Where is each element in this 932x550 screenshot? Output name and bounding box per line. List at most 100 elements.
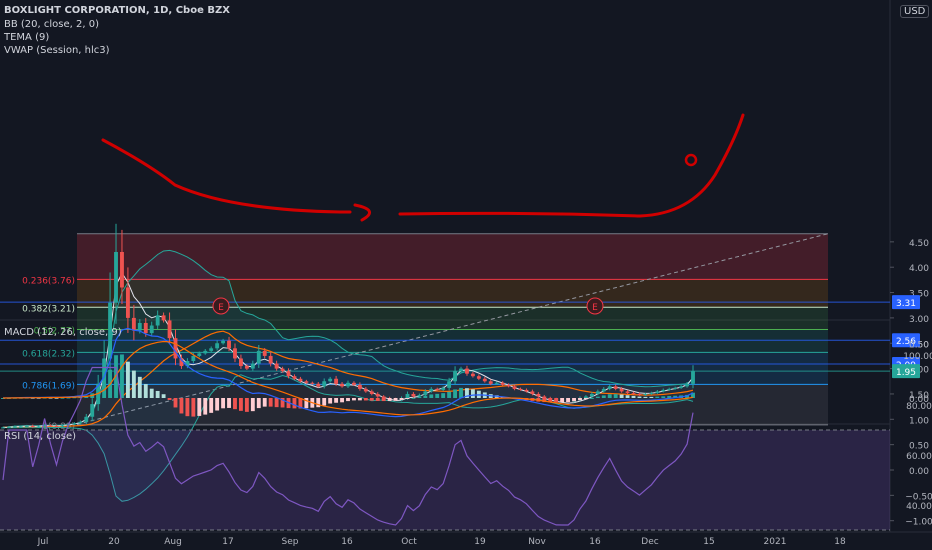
candle-body [90, 404, 95, 417]
candle-body [470, 373, 475, 377]
candle-body [203, 350, 208, 354]
candle-body [631, 392, 636, 394]
candle-body [274, 363, 279, 369]
candle-body [542, 396, 547, 399]
annotation-stroke [101, 138, 352, 214]
macd-histogram-bar [48, 397, 53, 399]
candle-body [500, 382, 505, 385]
macd-histogram-bar [589, 397, 594, 399]
macd-histogram-bar [346, 398, 350, 402]
x-tick-label: 17 [222, 537, 233, 547]
macd-histogram-bar [649, 396, 654, 398]
macd-histogram-bar [125, 361, 130, 398]
fib-zone [77, 307, 828, 330]
candle-body [18, 426, 23, 428]
macd-histogram-bar [60, 397, 65, 399]
fib-level-label: 0.5(2.77) [34, 327, 75, 337]
price-tag-label: 3.31 [896, 299, 916, 309]
macd-histogram-bar [554, 398, 559, 403]
candle-body [84, 416, 89, 422]
candle-body [316, 383, 321, 387]
rsi-y-tick-label: 60.00 [906, 452, 932, 462]
x-tick-label: 15 [703, 537, 714, 547]
macd-histogram-bar [340, 398, 344, 403]
macd-histogram-bar [381, 398, 386, 402]
macd-histogram-bar [155, 390, 160, 398]
y-tick-label: 0.00 [909, 467, 929, 477]
macd-histogram-bar [583, 398, 588, 400]
candle-body [637, 393, 642, 395]
macd-histogram-bar [191, 398, 196, 417]
candle-body [613, 386, 618, 389]
candle-body [131, 317, 136, 331]
y-tick-label: 4.50 [909, 239, 929, 249]
macd-histogram-bar [149, 388, 154, 398]
macd-histogram-bar [548, 398, 553, 403]
macd-histogram-bar [131, 370, 136, 398]
candle-body [685, 383, 689, 387]
candle-body [691, 371, 695, 384]
macd-pane-label[interactable]: MACD (12, 26, close, 9) [4, 327, 122, 338]
currency-label[interactable]: USD [900, 5, 930, 18]
earnings-marker-label: E [592, 303, 598, 313]
macd-histogram-bar [292, 398, 297, 409]
macd-histogram-bar [453, 389, 458, 398]
macd-histogram-bar [328, 398, 333, 404]
candle-body [512, 386, 517, 389]
rsi-line [2, 366, 694, 526]
y-tick-label: 3.50 [909, 290, 929, 300]
candle-body [357, 384, 362, 389]
candle-body [619, 388, 624, 392]
x-tick-label: 16 [589, 537, 601, 547]
indicator-tema-label[interactable]: TEMA (9) [4, 32, 50, 43]
candle-body [102, 358, 107, 384]
macd-histogram-bar [352, 398, 356, 401]
rsi-pane-label[interactable]: RSI (14, close) [4, 431, 77, 442]
candle-body [375, 393, 380, 397]
candle-body [167, 320, 172, 339]
y-tick-label: −1.00 [905, 518, 932, 528]
candle-body [310, 382, 315, 384]
candle-body [227, 340, 231, 349]
candle-body [465, 368, 469, 374]
candle-body [286, 371, 291, 377]
fib-zone [77, 233, 828, 280]
x-tick-label: Nov [528, 537, 546, 547]
y-tick-label: 1.00 [909, 416, 929, 426]
candle-body [435, 388, 440, 390]
fib-level-label: 0.618(2.32) [22, 349, 75, 359]
candle-body [488, 381, 493, 384]
indicator-vwap-label[interactable]: VWAP (Session, hlc3) [4, 45, 110, 56]
macd-histogram-bar [405, 398, 410, 399]
candle-body [12, 426, 17, 428]
candle-body [381, 396, 386, 399]
macd-histogram-bar [221, 398, 226, 409]
macd-signal-line [3, 340, 694, 416]
macd-histogram-bar [114, 355, 118, 398]
candle-body [346, 382, 350, 387]
candle-body [429, 388, 434, 392]
indicator-bb-label[interactable]: BB (20, close, 2, 0) [4, 19, 99, 30]
macd-histogram-bar [137, 376, 142, 398]
macd-histogram-bar [185, 398, 190, 417]
macd-histogram-bar [399, 398, 404, 400]
annotation-stroke [398, 113, 745, 218]
chart-title: BOXLIGHT CORPORATION, 1D, Cboe BZX [4, 5, 230, 16]
macd-histogram-bar [363, 398, 368, 401]
macd-histogram-bar [435, 393, 440, 398]
candle-body [304, 381, 309, 383]
candle-body [476, 376, 481, 379]
candle-body [268, 355, 273, 364]
macd-histogram-bar [411, 397, 416, 399]
macd-histogram-bar [459, 387, 463, 398]
candle-body [453, 371, 458, 382]
macd-histogram-bar [215, 398, 220, 411]
y-tick-label: 4.00 [909, 264, 929, 274]
candle-body [447, 381, 452, 388]
candle-body [149, 325, 154, 334]
annotation-circle [684, 153, 698, 167]
candle-body [328, 378, 333, 382]
macd-histogram-bar [441, 393, 446, 398]
